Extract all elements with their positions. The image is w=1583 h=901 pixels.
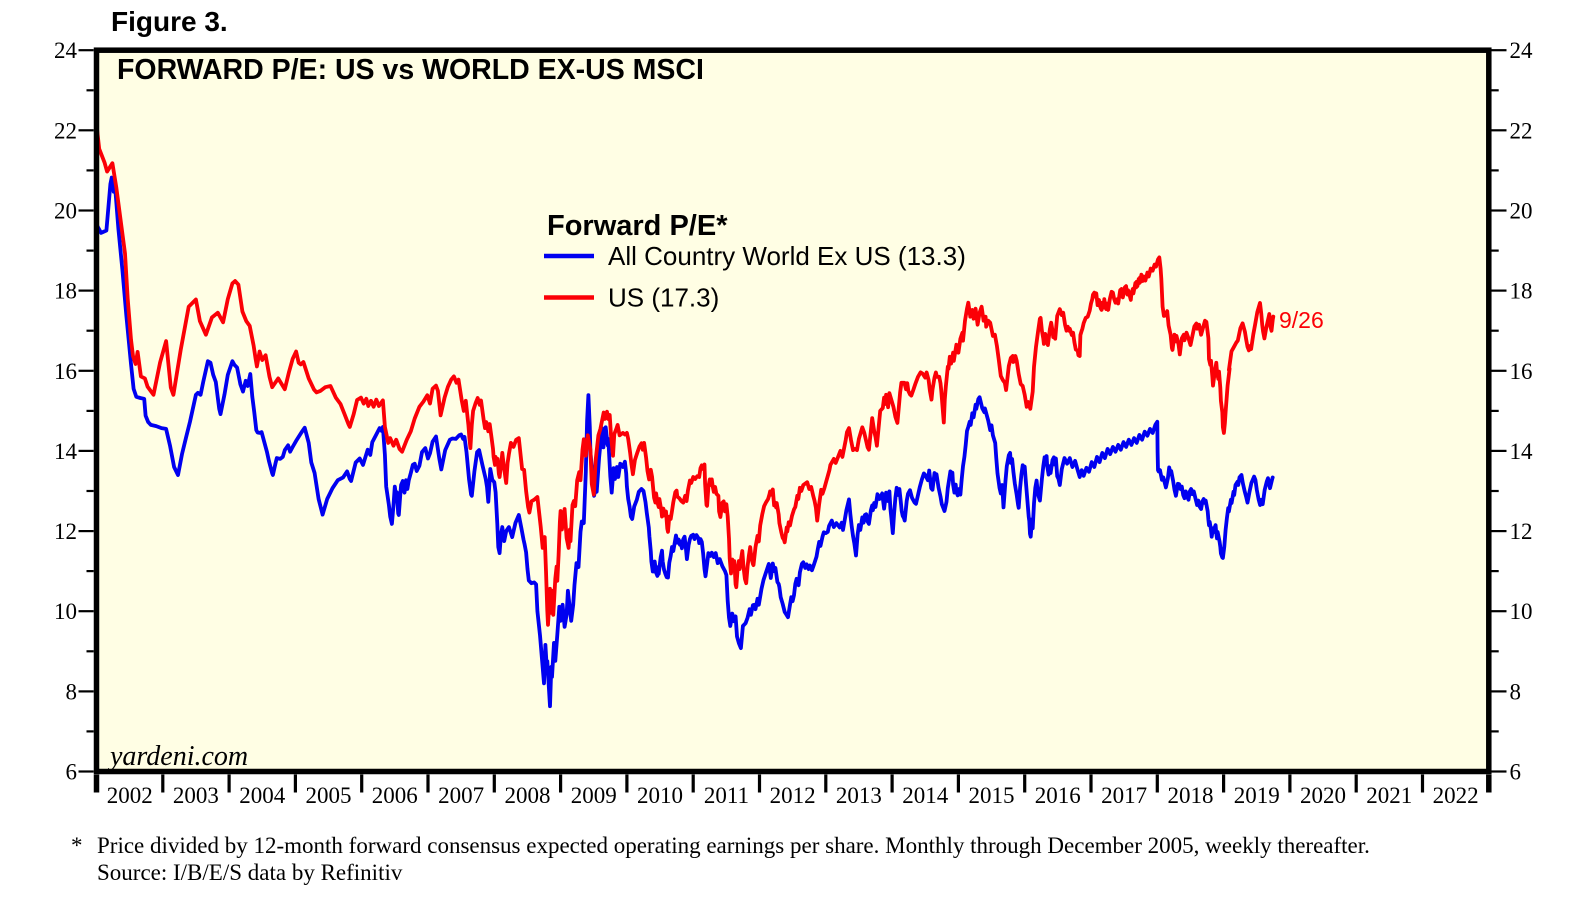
- svg-text:18: 18: [1510, 279, 1533, 304]
- svg-text:Forward P/E*: Forward P/E*: [547, 210, 728, 242]
- svg-text:2019: 2019: [1234, 783, 1280, 808]
- svg-text:*: *: [71, 833, 83, 858]
- svg-text:Figure 3.: Figure 3.: [111, 6, 228, 37]
- svg-text:24: 24: [54, 38, 78, 63]
- svg-text:16: 16: [1510, 359, 1533, 384]
- svg-text:2010: 2010: [637, 783, 683, 808]
- svg-text:2022: 2022: [1433, 783, 1479, 808]
- svg-text:2005: 2005: [306, 783, 352, 808]
- svg-text:14: 14: [54, 439, 78, 464]
- svg-text:14: 14: [1510, 439, 1534, 464]
- svg-text:20: 20: [1510, 199, 1533, 224]
- svg-text:12: 12: [54, 519, 77, 544]
- svg-text:2015: 2015: [969, 783, 1015, 808]
- svg-text:2004: 2004: [239, 783, 286, 808]
- svg-text:9/26: 9/26: [1279, 307, 1324, 333]
- svg-text:2014: 2014: [902, 783, 949, 808]
- svg-text:22: 22: [54, 118, 77, 143]
- svg-text:12: 12: [1510, 519, 1533, 544]
- svg-text:FORWARD P/E: US vs WORLD EX-US: FORWARD P/E: US vs WORLD EX-US MSCI: [117, 54, 704, 86]
- svg-text:2012: 2012: [770, 783, 816, 808]
- svg-text:Source: I/B/E/S data by Refini: Source: I/B/E/S data by Refinitiv: [97, 860, 403, 885]
- svg-text:US (17.3): US (17.3): [608, 283, 719, 313]
- svg-text:All Country World Ex US (13.3): All Country World Ex US (13.3): [608, 241, 966, 271]
- svg-text:2007: 2007: [438, 783, 484, 808]
- svg-text:24: 24: [1510, 38, 1534, 63]
- svg-text:20: 20: [54, 199, 77, 224]
- svg-text:10: 10: [1510, 599, 1533, 624]
- svg-text:yardeni.com: yardeni.com: [107, 741, 248, 772]
- svg-text:2013: 2013: [836, 783, 882, 808]
- svg-text:2009: 2009: [571, 783, 617, 808]
- svg-text:18: 18: [54, 279, 77, 304]
- svg-text:2006: 2006: [372, 783, 418, 808]
- svg-text:10: 10: [54, 599, 77, 624]
- svg-text:22: 22: [1510, 118, 1533, 143]
- svg-text:2011: 2011: [704, 783, 749, 808]
- svg-text:8: 8: [66, 679, 78, 704]
- svg-text:16: 16: [54, 359, 77, 384]
- svg-text:2020: 2020: [1300, 783, 1346, 808]
- svg-text:8: 8: [1510, 679, 1522, 704]
- svg-text:2008: 2008: [505, 783, 551, 808]
- svg-text:2017: 2017: [1101, 783, 1147, 808]
- svg-text:2016: 2016: [1035, 783, 1081, 808]
- svg-text:2002: 2002: [107, 783, 153, 808]
- svg-text:6: 6: [1510, 760, 1522, 785]
- svg-text:2018: 2018: [1168, 783, 1214, 808]
- svg-text:Price divided by 12-month forw: Price divided by 12-month forward consen…: [97, 833, 1370, 858]
- svg-text:2003: 2003: [173, 783, 219, 808]
- svg-text:6: 6: [66, 760, 78, 785]
- svg-text:2021: 2021: [1366, 783, 1412, 808]
